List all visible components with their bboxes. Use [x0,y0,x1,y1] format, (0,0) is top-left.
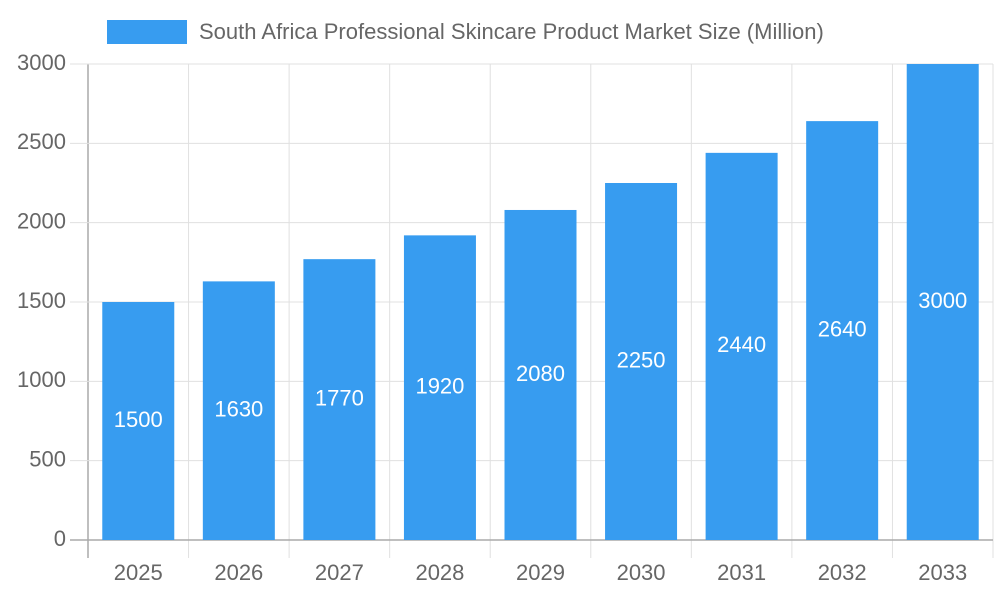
bar [705,152,778,540]
x-tick-label: 2033 [918,560,967,585]
x-tick-label: 2031 [717,560,766,585]
x-tick-label: 2028 [415,560,464,585]
y-tick-label: 2000 [17,208,66,233]
x-tick-label: 2029 [516,560,565,585]
y-tick-label: 1000 [17,367,66,392]
y-tick-label: 3000 [17,50,66,75]
y-tick-label: 0 [54,526,66,551]
bar [906,64,979,540]
bar [605,183,678,540]
x-tick-label: 2032 [818,560,867,585]
data-label: 1630 [214,396,263,421]
x-tick-label: 2030 [617,560,666,585]
bar [303,259,376,540]
x-tick-label: 2025 [114,560,163,585]
bar [102,302,175,540]
bar [403,235,476,541]
bar [806,121,879,541]
y-tick-label: 2500 [17,129,66,154]
data-label: 1770 [315,385,364,410]
legend-label: South Africa Professional Skincare Produ… [199,19,824,44]
data-label: 2080 [516,361,565,386]
data-label: 3000 [918,288,967,313]
y-tick-label: 1500 [17,288,66,313]
x-tick-label: 2027 [315,560,364,585]
data-label: 2440 [717,332,766,357]
x-tick-label: 2026 [214,560,263,585]
legend-swatch [107,20,187,44]
data-label: 2640 [818,316,867,341]
bar [504,209,577,540]
data-label: 1500 [114,407,163,432]
data-label: 1920 [415,373,464,398]
data-label: 2250 [617,347,666,372]
y-tick-label: 500 [29,446,66,471]
bar [202,281,275,540]
